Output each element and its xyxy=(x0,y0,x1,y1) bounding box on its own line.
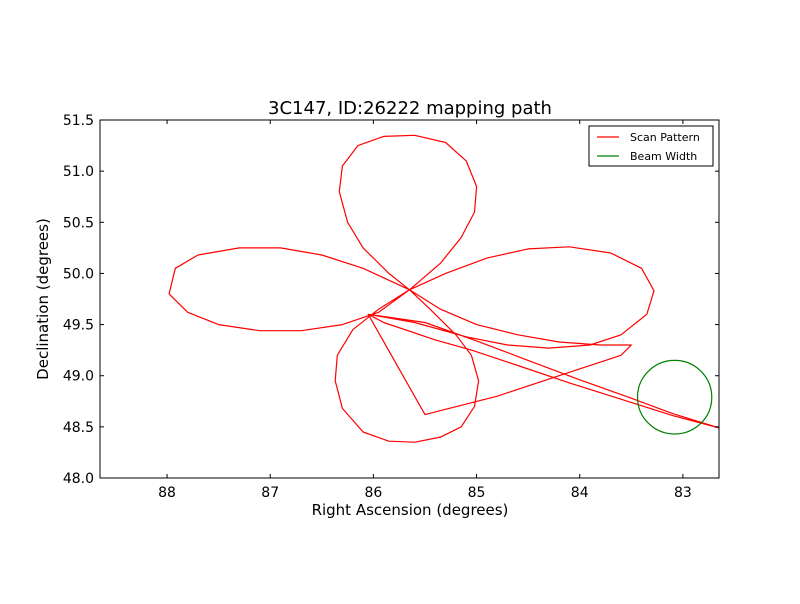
y-tick-label: 50.5 xyxy=(63,215,94,231)
plot-area xyxy=(168,134,719,443)
legend-label-scan-pattern: Scan Pattern xyxy=(630,131,700,144)
y-tick-label: 51.0 xyxy=(63,164,94,180)
chart-title: 3C147, ID:26222 mapping path xyxy=(268,98,552,119)
series-circle-beam-width xyxy=(636,359,713,435)
x-axis: 88 87 86 85 84 83 xyxy=(158,120,692,501)
x-tick-label: 87 xyxy=(261,485,279,501)
x-tick-label: 86 xyxy=(364,485,382,501)
y-axis-label: Declination (degrees) xyxy=(34,218,52,380)
y-tick-label: 50.0 xyxy=(63,266,94,282)
y-tick-label: 51.5 xyxy=(63,113,94,129)
x-tick-label: 83 xyxy=(674,485,692,501)
y-tick-label: 49.5 xyxy=(63,318,94,334)
y-tick-label: 48.5 xyxy=(63,420,94,436)
series-line-scan-pattern xyxy=(168,134,719,443)
legend: Scan Pattern Beam Width xyxy=(588,125,714,167)
y-tick-label: 49.0 xyxy=(63,369,94,385)
x-axis-label: Right Ascension (degrees) xyxy=(312,501,509,519)
y-tick-label: 48.0 xyxy=(63,471,94,487)
x-tick-label: 88 xyxy=(158,485,176,501)
axes-frame xyxy=(99,119,720,479)
y-axis: 48.0 48.5 49.0 49.5 50.0 50.5 51.0 51.5 xyxy=(63,113,719,487)
x-tick-label: 85 xyxy=(468,485,486,501)
legend-label-beam-width: Beam Width xyxy=(630,150,697,163)
x-tick-label: 84 xyxy=(571,485,589,501)
legend-box xyxy=(588,125,714,167)
